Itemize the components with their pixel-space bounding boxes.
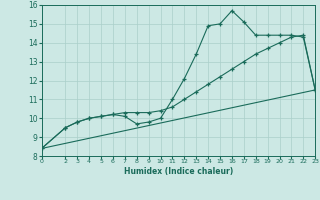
- X-axis label: Humidex (Indice chaleur): Humidex (Indice chaleur): [124, 167, 233, 176]
